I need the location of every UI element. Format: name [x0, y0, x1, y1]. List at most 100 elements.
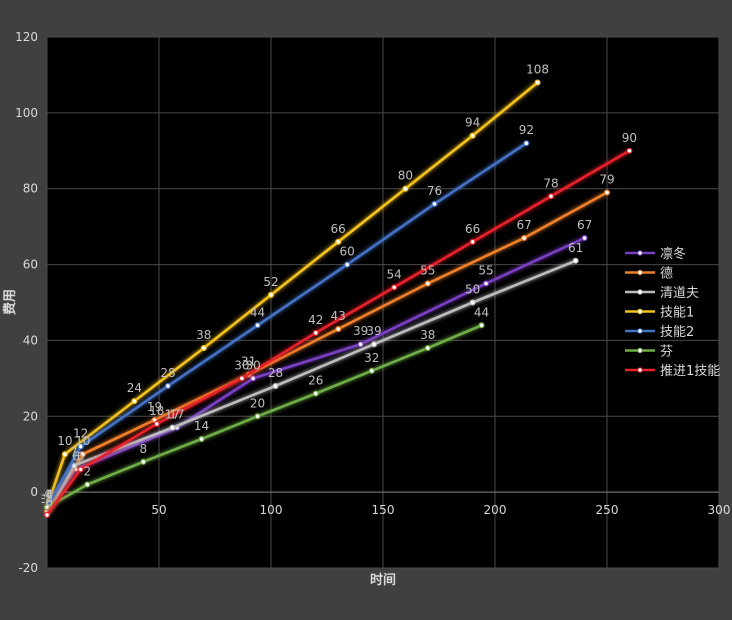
data-point: [581, 235, 588, 242]
data-label: 2: [83, 465, 91, 479]
gridlines: [46, 36, 720, 569]
data-label: 30: [245, 358, 260, 372]
data-label: 8: [139, 442, 147, 456]
series-group: [43, 79, 633, 518]
data-label: 12: [73, 427, 88, 441]
x-tick-label: 200: [484, 503, 507, 517]
data-point: [431, 200, 438, 207]
data-point: [238, 375, 245, 382]
data-point: [478, 322, 485, 329]
data-label: 4: [43, 487, 51, 501]
data-label: 38: [420, 328, 435, 342]
data-label: 66: [331, 222, 346, 236]
y-axis-title: 费用: [2, 289, 18, 315]
data-point: [483, 280, 490, 287]
x-tick-label: 150: [372, 503, 395, 517]
data-label: 42: [308, 313, 323, 327]
data-point: [254, 413, 261, 420]
data-point: [77, 443, 84, 450]
legend-label: 技能1: [660, 306, 694, 321]
y-tick-label: 40: [23, 333, 38, 347]
data-point: [534, 79, 541, 86]
y-tick-label: 100: [15, 106, 38, 120]
data-point: [391, 284, 398, 291]
data-point: [140, 458, 147, 465]
data-point: [368, 367, 375, 374]
data-label: 38: [196, 328, 211, 342]
x-axis-ticks: 50 100 150 200 250 300: [151, 503, 730, 517]
legend-marker: [637, 328, 643, 334]
legend-label: 推进1技能: [660, 364, 720, 379]
data-point: [371, 341, 378, 348]
x-tick-label: 100: [260, 503, 283, 517]
data-label: 67: [577, 218, 592, 232]
data-point: [344, 261, 351, 268]
data-label: 94: [465, 116, 480, 130]
data-label: 19: [147, 400, 162, 414]
data-label: 28: [268, 366, 283, 380]
data-point: [424, 345, 431, 352]
data-label: 24: [127, 381, 142, 395]
data-point: [547, 193, 554, 200]
y-tick-label: 120: [15, 30, 38, 44]
data-point: [198, 436, 205, 443]
data-point: [521, 235, 528, 242]
data-point: [312, 329, 319, 336]
data-label: 67: [516, 218, 531, 232]
data-label: 79: [599, 173, 614, 187]
data-label: -5: [41, 491, 53, 505]
data-label: 66: [465, 222, 480, 236]
data-label: 50: [465, 283, 480, 297]
data-point: [272, 382, 279, 389]
legend-label: 德: [660, 267, 673, 282]
data-label: 14: [194, 419, 209, 433]
legend-marker: [637, 289, 643, 295]
x-tick-label: 250: [596, 503, 619, 517]
data-point: [572, 257, 579, 264]
data-point: [131, 398, 138, 405]
data-point: [61, 451, 68, 458]
data-label: 80: [398, 169, 413, 183]
data-point: [268, 291, 275, 298]
legend-marker: [637, 250, 643, 256]
data-point: [164, 382, 171, 389]
legend-label: 清道夫: [660, 286, 699, 301]
data-label: 20: [250, 396, 265, 410]
data-point: [402, 185, 409, 192]
data-label: 92: [519, 123, 534, 137]
x-tick-label: 300: [708, 503, 731, 517]
data-label: 60: [340, 245, 355, 259]
data-label: 108: [526, 63, 549, 77]
data-label: 55: [420, 264, 435, 278]
data-label: 10: [57, 434, 72, 448]
y-tick-label: 80: [23, 182, 38, 196]
legend-label: 技能2: [660, 325, 694, 340]
data-label: 76: [427, 184, 442, 198]
data-point: [200, 345, 207, 352]
data-label: 43: [331, 309, 346, 323]
data-point: [469, 132, 476, 139]
data-point: [43, 504, 50, 511]
data-labels: -461730395567-510193143556779-6717283950…: [41, 63, 637, 509]
data-label: 26: [308, 374, 323, 388]
x-tick-label: 50: [151, 503, 166, 517]
data-label: 7: [70, 446, 78, 460]
y-axis-ticks: -20 0 20 40 60 80 100 120: [15, 30, 38, 575]
data-label: -4: [41, 487, 53, 501]
data-point: [84, 481, 91, 488]
data-point: [424, 280, 431, 287]
data-point: [254, 322, 261, 329]
data-point: [469, 299, 476, 306]
y-tick-label: -20: [18, 561, 38, 575]
data-label: 90: [622, 131, 637, 145]
data-label: 78: [543, 176, 558, 190]
data-label: -6: [41, 495, 53, 509]
data-point: [250, 375, 257, 382]
x-axis-title: 时间: [370, 572, 396, 588]
data-point: [523, 140, 530, 147]
data-point: [626, 147, 633, 154]
data-label: 54: [387, 267, 402, 281]
